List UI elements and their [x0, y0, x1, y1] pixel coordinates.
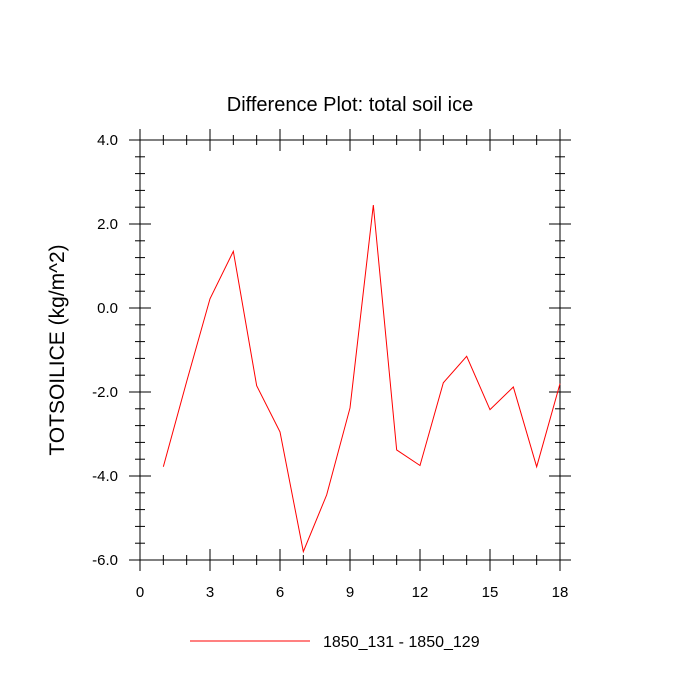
x-tick-label: 12: [412, 584, 429, 601]
series-lines: [162, 205, 561, 554]
y-tick-label: -4.0: [92, 468, 118, 485]
plot-frame: [139, 139, 561, 561]
legend: 1850_131 - 1850_129: [190, 634, 480, 651]
y-tick-label: -6.0: [92, 552, 118, 569]
chart-title: Difference Plot: total soil ice: [227, 94, 473, 116]
axis-ticks: [129, 129, 571, 571]
x-tick-label: 18: [552, 584, 569, 601]
x-tick-label: 6: [276, 584, 284, 601]
legend-label: 1850_131 - 1850_129: [323, 634, 480, 651]
x-tick-label: 15: [482, 584, 499, 601]
x-tick-label: 0: [136, 584, 144, 601]
y-tick-label: -2.0: [92, 384, 118, 401]
series-line: [162, 205, 561, 554]
y-tick-label: 2.0: [97, 216, 118, 233]
x-tick-label: 3: [206, 584, 214, 601]
x-tick-label: 9: [346, 584, 354, 601]
y-tick-label: 4.0: [97, 132, 118, 149]
y-axis-label: TOTSOILICE (kg/m^2): [46, 244, 69, 455]
y-tick-label: 0.0: [97, 300, 118, 317]
tick-labels: 0 3 6 9 12 15 18 -6.0 -4.0 -2.0 0.0 2.0 4.0: [92, 132, 568, 601]
